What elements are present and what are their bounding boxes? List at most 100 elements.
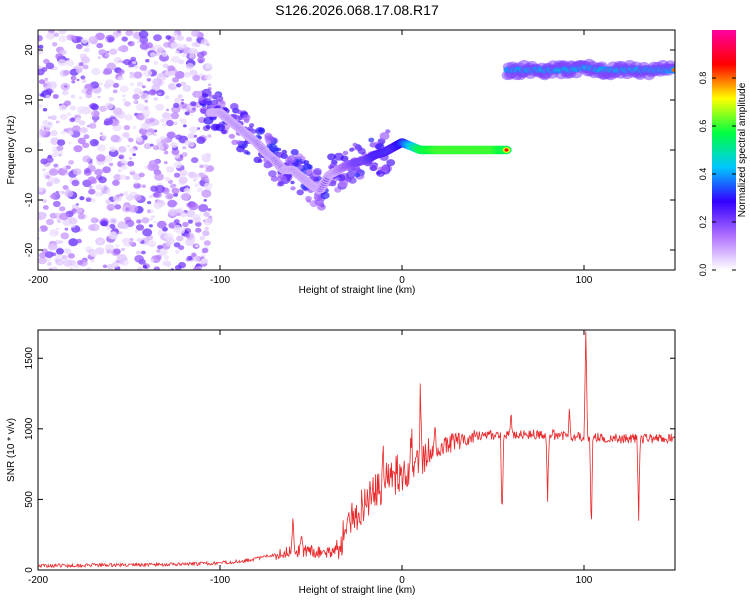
heatmap-cell xyxy=(108,97,115,102)
heatmap-cell xyxy=(251,129,257,134)
heatmap-cell xyxy=(67,253,75,259)
heatmap-cell xyxy=(149,52,157,58)
heatmap-cell xyxy=(121,223,129,230)
heatmap-cell xyxy=(59,206,66,212)
heatmap-cell xyxy=(71,208,77,213)
heatmap-cell xyxy=(134,181,138,185)
heatmap-cell xyxy=(211,99,219,106)
heatmap-cell xyxy=(214,92,221,98)
heatmap-cell xyxy=(142,264,148,269)
heatmap-cell xyxy=(85,267,92,270)
heatmap-cell xyxy=(145,58,150,63)
heatmap-cell xyxy=(164,176,171,182)
heatmap-cell xyxy=(179,169,188,177)
heatmap-cell xyxy=(76,238,82,244)
heatmap-cell xyxy=(178,176,188,184)
heatmap-cell xyxy=(87,176,97,184)
heatmap-cell xyxy=(236,145,245,153)
heatmap-cell xyxy=(195,91,203,98)
heatmap-cell xyxy=(179,118,184,122)
heatmap-cell xyxy=(180,193,191,201)
heatmap-cell xyxy=(56,219,62,224)
heatmap-cell xyxy=(38,211,47,220)
heatmap-cell xyxy=(175,226,185,235)
heatmap-cell xyxy=(78,62,84,67)
heatmap-cell xyxy=(357,147,366,155)
heatmap-cell xyxy=(165,35,172,40)
heatmap-cell xyxy=(56,248,64,255)
heatmap-cell xyxy=(45,175,50,179)
heatmap-cell xyxy=(39,93,45,97)
heatmap-cell xyxy=(153,146,157,149)
heatmap-cell xyxy=(38,47,44,55)
heatmap-cell xyxy=(122,98,127,102)
heatmap-cell xyxy=(128,204,139,213)
heatmap-cell xyxy=(180,212,187,218)
heatmap-cell xyxy=(203,164,209,168)
heatmap-cell xyxy=(154,185,165,193)
heatmap-cell xyxy=(148,117,155,123)
heatmap-cell xyxy=(205,63,213,70)
heatmap-cell xyxy=(56,166,60,169)
heatmap-cell xyxy=(54,239,61,245)
heatmap-cell xyxy=(97,95,101,99)
y-tick-label: -10 xyxy=(24,192,35,207)
heatmap-cell xyxy=(62,185,69,190)
heatmap-cell xyxy=(201,189,212,198)
heatmap-cell xyxy=(117,169,122,173)
heatmap-cell xyxy=(191,41,199,47)
heatmap-cell xyxy=(68,238,79,247)
heatmap-cell xyxy=(175,134,183,140)
heatmap-cell xyxy=(255,126,266,135)
heatmap-cell xyxy=(155,138,161,143)
heatmap-cell xyxy=(83,134,90,140)
heatmap-cell xyxy=(65,188,71,193)
heatmap-cell xyxy=(149,195,154,199)
heatmap-cell xyxy=(163,150,169,155)
y-tick-label: 0 xyxy=(24,567,35,573)
heatmap-cell xyxy=(156,142,162,146)
y-tick-label: 500 xyxy=(24,491,35,508)
heatmap-cell xyxy=(93,110,100,116)
heatmap-cell xyxy=(166,120,174,127)
heatmap-cell xyxy=(112,89,118,94)
heatmap-cell xyxy=(129,74,135,79)
heatmap-cell xyxy=(98,82,103,86)
heatmap-cell xyxy=(153,220,157,224)
heatmap-cell xyxy=(123,125,131,131)
heatmap-cell xyxy=(203,240,211,246)
heatmap-cell xyxy=(45,156,54,163)
heatmap-cell xyxy=(115,244,120,248)
heatmap-cell xyxy=(88,224,97,231)
heatmap-cell xyxy=(349,147,354,152)
heatmap-cell xyxy=(368,137,375,143)
heatmap-cell xyxy=(153,34,162,42)
heatmap-cell xyxy=(165,242,171,247)
heatmap-cell xyxy=(167,65,176,72)
heatmap-cell xyxy=(189,126,198,133)
heatmap-cell xyxy=(175,249,180,254)
heatmap-cell xyxy=(201,247,209,254)
heatmap-cell xyxy=(338,179,349,188)
heatmap-cell xyxy=(45,218,54,226)
heatmap-cell xyxy=(138,114,145,121)
heatmap-cell xyxy=(177,94,183,99)
heatmap-cell xyxy=(205,124,211,129)
heatmap-cell xyxy=(195,244,199,248)
heatmap-cell xyxy=(42,107,48,112)
heatmap-cell xyxy=(84,108,92,114)
heatmap-cell xyxy=(153,97,158,101)
y-tick-label: 1000 xyxy=(24,417,35,440)
heatmap-cell xyxy=(91,104,99,111)
heatmap-cell xyxy=(118,146,127,153)
heatmap-cell xyxy=(44,77,49,81)
heatmap-cell xyxy=(56,120,61,124)
heatmap-cell xyxy=(106,62,117,71)
heatmap-cell xyxy=(82,142,90,149)
heatmap-cell xyxy=(57,139,66,146)
heatmap-cell xyxy=(144,99,148,103)
heatmap-cell xyxy=(174,97,182,104)
heatmap-cell xyxy=(141,217,150,224)
heatmap-cell xyxy=(352,142,358,147)
heatmap-cell xyxy=(146,240,157,248)
